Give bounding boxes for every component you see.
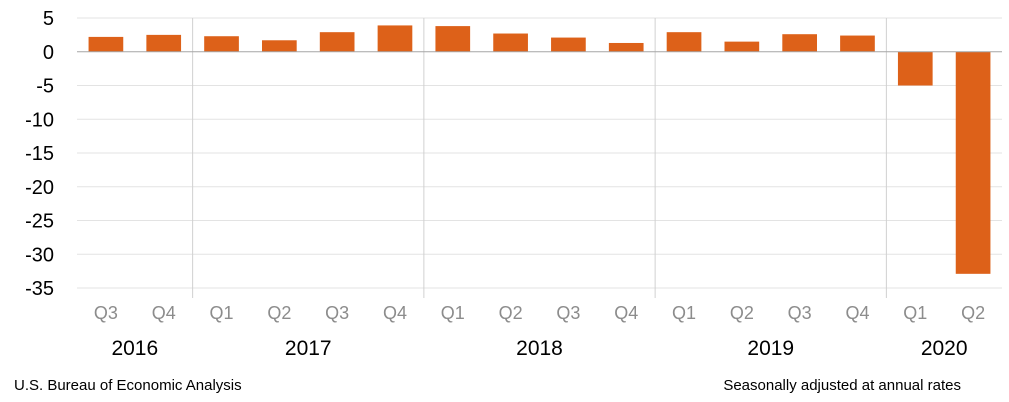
bar [146, 34, 182, 52]
bar [551, 37, 586, 52]
y-tick-label: -30 [25, 244, 54, 266]
y-tick-label: 0 [43, 42, 54, 64]
bar [88, 36, 124, 52]
y-tick-label: -25 [25, 211, 54, 233]
note-label: Seasonally adjusted at annual rates [723, 377, 961, 394]
year-label: 2020 [921, 337, 968, 360]
x-tick-label: Q4 [614, 303, 638, 323]
x-tick-label: Q2 [961, 303, 985, 323]
y-tick-label: -5 [36, 76, 54, 98]
x-tick-label: Q4 [383, 303, 407, 323]
bar [493, 33, 528, 52]
y-tick-label: -35 [25, 278, 54, 300]
bars [88, 25, 991, 274]
x-tick-label: Q1 [441, 303, 465, 323]
bar [608, 42, 644, 52]
y-axis-ticks: 5 0 -5 -10 -15 -20 -25 -30 -35 [25, 8, 54, 300]
y-tick-label: -10 [25, 109, 54, 131]
gridlines [77, 17, 1002, 289]
bar [204, 36, 239, 52]
x-axis-year-labels: 2016 2017 2018 2019 2020 [111, 337, 967, 360]
bar [377, 25, 413, 52]
y-tick-label: -20 [25, 177, 54, 199]
bar [897, 51, 933, 86]
bar [840, 35, 875, 52]
x-tick-label: Q2 [730, 303, 754, 323]
x-tick-label: Q2 [499, 303, 523, 323]
bar [262, 40, 297, 52]
y-tick-label: 5 [43, 8, 54, 30]
bar [666, 32, 702, 52]
bar [435, 26, 471, 52]
year-separators [192, 18, 887, 298]
bar [782, 34, 817, 52]
x-tick-label: Q3 [556, 303, 580, 323]
x-tick-label: Q3 [94, 303, 118, 323]
x-tick-label: Q4 [845, 303, 869, 323]
bar [724, 41, 760, 52]
x-tick-label: Q1 [210, 303, 234, 323]
x-tick-label: Q1 [903, 303, 927, 323]
x-tick-label: Q3 [325, 303, 349, 323]
source-label: U.S. Bureau of Economic Analysis [14, 377, 242, 394]
x-tick-label: Q3 [788, 303, 812, 323]
x-tick-label: Q4 [152, 303, 176, 323]
bar [955, 51, 991, 274]
y-tick-label: -15 [25, 143, 54, 165]
year-label: 2016 [111, 337, 158, 360]
year-label: 2019 [747, 337, 794, 360]
bar [319, 32, 355, 52]
year-label: 2018 [516, 337, 563, 360]
x-tick-label: Q2 [267, 303, 291, 323]
x-tick-label: Q1 [672, 303, 696, 323]
x-axis-quarter-labels: Q3 Q4 Q1 Q2 Q3 Q4 Q1 Q2 Q3 Q4 Q1 Q2 Q3 Q4 Q1 Q2 [94, 303, 985, 323]
year-label: 2017 [285, 337, 332, 360]
